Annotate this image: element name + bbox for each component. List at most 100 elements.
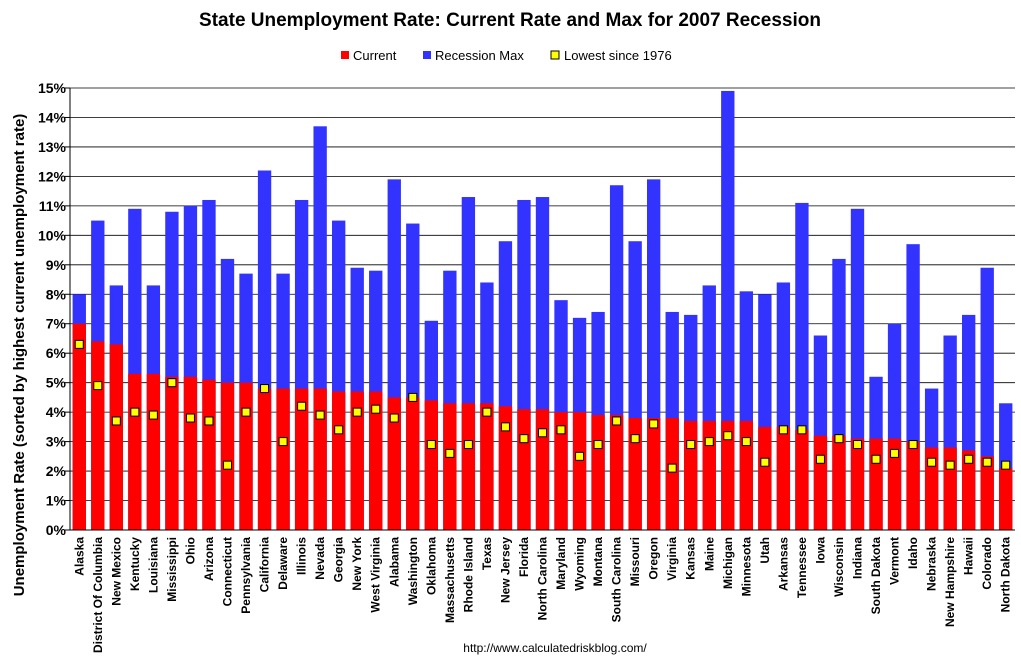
marker-lowest: [130, 407, 140, 417]
legend-swatch-current: [341, 51, 349, 59]
marker-lowest: [945, 460, 955, 470]
marker-lowest: [315, 410, 325, 420]
bar-current: [813, 435, 828, 530]
x-tick-label: Washington: [406, 537, 420, 605]
marker-lowest: [389, 413, 399, 423]
bar-current: [424, 400, 438, 530]
marker-lowest: [74, 339, 84, 349]
marker-lowest: [1001, 460, 1011, 470]
bar-current: [647, 418, 661, 530]
marker-lowest: [260, 384, 270, 394]
x-tick-label: Michigan: [721, 537, 735, 589]
bar-current: [443, 403, 457, 530]
marker-lowest: [778, 425, 788, 435]
y-tick-label: 2%: [46, 463, 67, 479]
y-tick-label: 11%: [39, 198, 67, 214]
bar-current: [183, 376, 198, 530]
bar-current: [517, 409, 531, 530]
x-tick-label: Minnesota: [739, 537, 753, 597]
x-tick-label: Hawaii: [962, 537, 976, 575]
bar-current: [702, 420, 716, 530]
bar-current: [962, 450, 976, 530]
marker-lowest: [556, 425, 566, 435]
x-tick-label: Illinois: [295, 537, 309, 575]
marker-lowest: [760, 457, 770, 467]
x-tick-label: Georgia: [332, 537, 346, 583]
marker-lowest: [704, 437, 714, 447]
bar-current: [257, 388, 272, 530]
lowest-markers: [74, 339, 1011, 473]
x-tick-label: District Of Columbia: [91, 537, 105, 653]
bar-current: [869, 438, 883, 530]
legend: Current Recession Max Lowest since 1976: [341, 48, 672, 63]
bar-current: [906, 441, 920, 530]
marker-lowest: [297, 401, 307, 411]
bar-current: [387, 397, 401, 530]
marker-lowest: [463, 440, 473, 450]
marker-lowest: [334, 425, 344, 435]
marker-lowest: [426, 440, 436, 450]
bar-current: [850, 438, 865, 530]
x-tick-label: Kentucky: [128, 537, 142, 591]
bar-current: [220, 382, 235, 530]
x-tick-label: Vermont: [888, 537, 902, 585]
marker-lowest: [519, 434, 529, 444]
marker-lowest: [241, 407, 251, 417]
bar-current: [332, 391, 346, 530]
bar-current: [758, 426, 772, 530]
bar-current: [721, 420, 735, 530]
marker-lowest: [927, 457, 937, 467]
x-tick-label: North Dakota: [999, 537, 1013, 613]
x-tick-label: Massachusetts: [443, 537, 457, 623]
y-tick-label: 12%: [38, 168, 67, 184]
bar-current: [294, 388, 309, 530]
bar-current: [128, 373, 142, 530]
marker-lowest: [408, 392, 418, 402]
bar-current: [980, 456, 994, 530]
marker-lowest: [371, 404, 381, 414]
marker-lowest: [445, 448, 455, 458]
y-tick-label: 5%: [46, 375, 67, 391]
legend-swatch-lowest: [550, 50, 560, 60]
x-tick-label: Pennsylvania: [239, 537, 253, 614]
y-tick-label: 15%: [38, 80, 67, 96]
bar-current: [887, 438, 902, 530]
bar-current: [535, 409, 550, 530]
x-tick-label: New Mexico: [109, 537, 123, 606]
marker-lowest: [982, 457, 992, 467]
x-tick-label: Mississippi: [165, 537, 179, 602]
marker-lowest: [964, 454, 974, 464]
marker-lowest: [797, 425, 807, 435]
marker-lowest: [853, 440, 862, 450]
marker-lowest: [167, 378, 177, 388]
marker-lowest: [500, 422, 510, 432]
legend-label-recession-max: Recession Max: [435, 48, 524, 63]
bar-current: [91, 341, 105, 530]
y-tick-label: 13%: [38, 139, 67, 155]
marker-lowest: [667, 463, 677, 473]
x-tick-label: Virginia: [665, 537, 679, 581]
bar-current: [684, 420, 698, 530]
y-tick-label: 4%: [46, 404, 67, 420]
bar-current: [999, 468, 1013, 530]
bar-current: [498, 406, 513, 530]
x-tick-label: New Jersey: [498, 537, 512, 603]
marker-lowest: [815, 454, 825, 464]
x-tick-label: California: [258, 537, 272, 593]
marker-lowest: [723, 431, 733, 441]
y-axis-label: Unemployment Rate (sorted by highest cur…: [11, 114, 28, 597]
bar-current: [480, 403, 494, 530]
marker-lowest: [871, 454, 881, 464]
chart-title: State Unemployment Rate: Current Rate an…: [199, 10, 821, 31]
bar-current: [276, 388, 290, 530]
legend-label-lowest: Lowest since 1976: [564, 48, 672, 63]
marker-lowest: [538, 428, 547, 438]
bar-current: [609, 415, 624, 530]
y-tick-label: 3%: [46, 434, 67, 450]
marker-lowest: [204, 416, 214, 426]
x-tick-label: Arizona: [202, 537, 216, 581]
bar-recession-max: [721, 90, 735, 531]
x-tick-label: Iowa: [813, 537, 827, 564]
bar-current: [406, 397, 420, 530]
